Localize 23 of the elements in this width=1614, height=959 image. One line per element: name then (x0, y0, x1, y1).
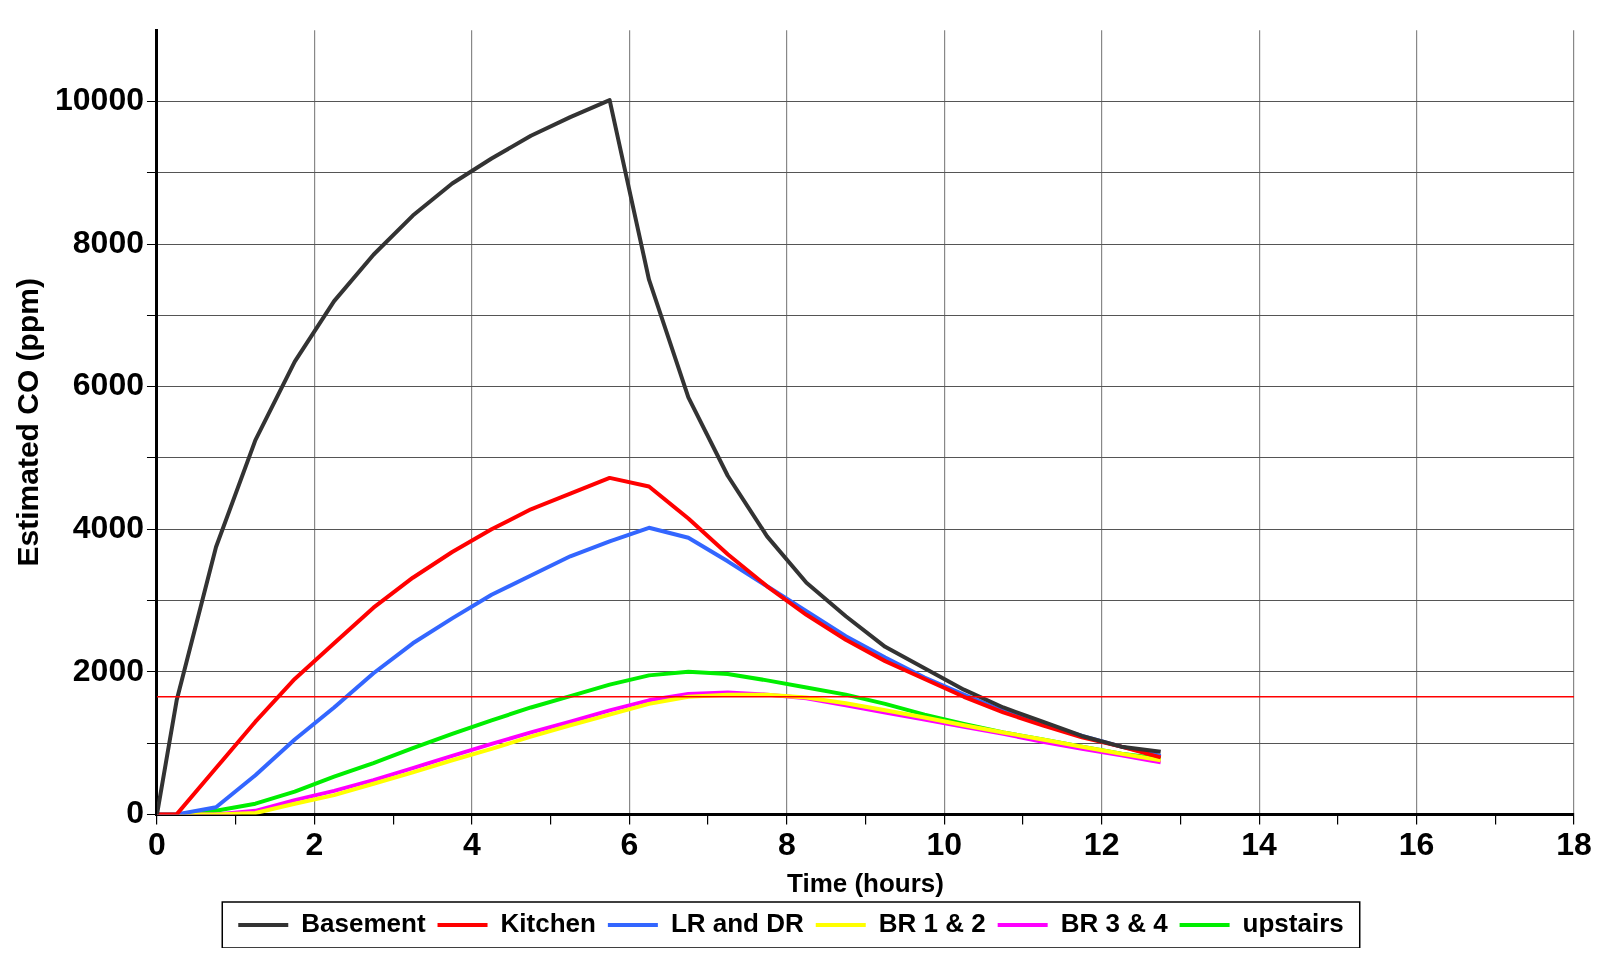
x-tick-label: 18 (1556, 826, 1592, 863)
y-tick-label: 6000 (72, 366, 144, 403)
legend-label: upstairs (1242, 908, 1344, 939)
legend-label: Kitchen (500, 908, 596, 939)
legend-label: LR and DR (670, 908, 804, 939)
y-tick-label: 10000 (55, 81, 144, 118)
x-tick-label: 16 (1398, 826, 1435, 863)
x-tick-label: 14 (1241, 826, 1278, 863)
y-tick-label: 0 (126, 794, 144, 831)
legend-label: BR 1 & 2 (878, 908, 986, 939)
y-tick-label: 2000 (72, 651, 144, 688)
x-tick-label: 10 (926, 826, 963, 863)
x-tick-label: 4 (462, 826, 481, 863)
x-tick-label: 12 (1083, 826, 1120, 863)
y-tick-label: 4000 (72, 509, 144, 546)
legend-label: BR 3 & 4 (1060, 908, 1169, 939)
x-tick-label: 6 (620, 826, 639, 863)
legend-label: Basement (301, 908, 426, 939)
x-axis-title: Time (hours) (787, 867, 944, 898)
x-tick-label: 8 (777, 826, 796, 863)
x-tick-label: 2 (305, 826, 324, 863)
y-tick-label: 8000 (72, 223, 144, 260)
y-axis-title: Estimated CO (ppm) (11, 278, 45, 567)
